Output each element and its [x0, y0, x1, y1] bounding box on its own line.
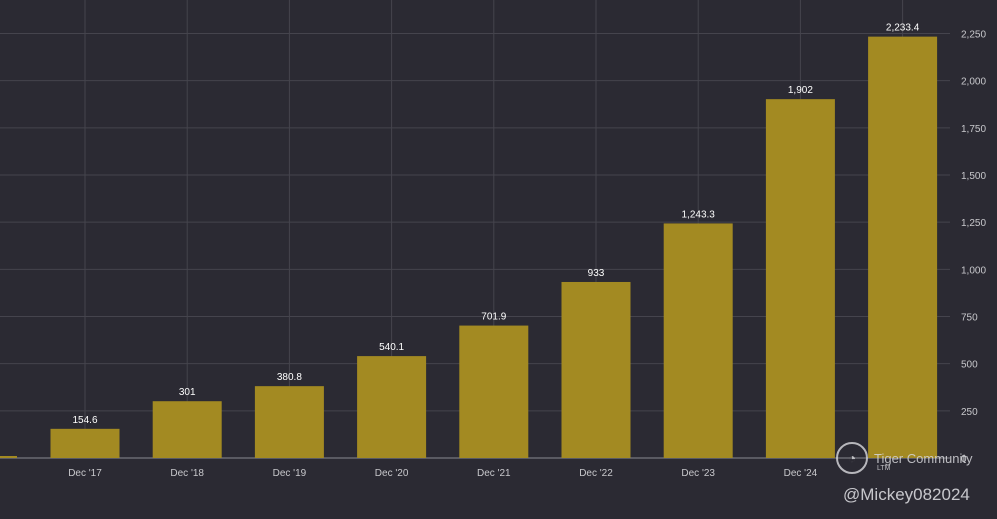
bar [459, 325, 529, 458]
y-tick-label: 1,750 [961, 124, 986, 135]
y-tick-label: 750 [961, 313, 978, 324]
watermark: ◔ Tiger Community [836, 442, 972, 474]
bar [357, 356, 427, 458]
watermark-subtext: LTM [877, 465, 891, 472]
y-tick-label: 0 [961, 454, 967, 465]
y-tick-label: 1,500 [961, 171, 986, 182]
x-tick-label: Dec '17 [68, 468, 102, 479]
bar [50, 428, 120, 458]
x-tick-label: Dec '22 [579, 468, 613, 479]
bar-value-label: 701.9 [481, 312, 506, 323]
x-tick-label: Dec '18 [170, 468, 204, 479]
y-axis-labels: 0 250 500 750 1,000 1,250 1,500 1,750 2,000 2,250 [961, 30, 986, 466]
bars-layer [0, 36, 938, 458]
tiger-logo-icon: ◔ [836, 442, 868, 474]
bar-value-label: 1,902 [788, 85, 813, 96]
x-tick-label: Dec '21 [477, 468, 511, 479]
watermark-user: @Mickey082024 [843, 485, 970, 504]
x-axis-labels: Dec '17 Dec '18 Dec '19 Dec '20 Dec '21 Dec '… [68, 468, 817, 479]
bar-value-label: 1,243.3 [682, 209, 716, 220]
bar-value-label: 2,233.4 [886, 23, 920, 34]
bar [152, 401, 222, 458]
x-tick-label: Dec '20 [375, 468, 409, 479]
bar-value-label: 301 [179, 387, 196, 398]
y-tick-label: 2,000 [961, 77, 986, 88]
bar [663, 223, 733, 458]
y-tick-label: 1,000 [961, 265, 986, 276]
y-tick-label: 500 [961, 360, 978, 371]
y-tick-label: 2,250 [961, 30, 986, 41]
bar [254, 386, 324, 458]
bar-value-label: 380.8 [277, 372, 302, 383]
x-tick-label: Dec '23 [681, 468, 715, 479]
y-tick-label: 1,250 [961, 218, 986, 229]
bar [765, 99, 835, 458]
bar-value-label: 933 [588, 268, 605, 279]
x-tick-label: Dec '24 [784, 468, 818, 479]
bar-partial [0, 456, 17, 458]
bar [561, 281, 631, 458]
bar-value-label: 540.1 [379, 342, 404, 353]
data-labels-layer: 154.6 301 380.8 540.1 701.9 933 1,243.3 1,902 2,… [72, 23, 919, 426]
bar [868, 36, 938, 458]
x-tick-label: Dec '19 [273, 468, 307, 479]
y-tick-label: 250 [961, 407, 978, 418]
watermark-brand: Tiger Community [874, 450, 973, 466]
bar-value-label: 154.6 [72, 415, 97, 426]
